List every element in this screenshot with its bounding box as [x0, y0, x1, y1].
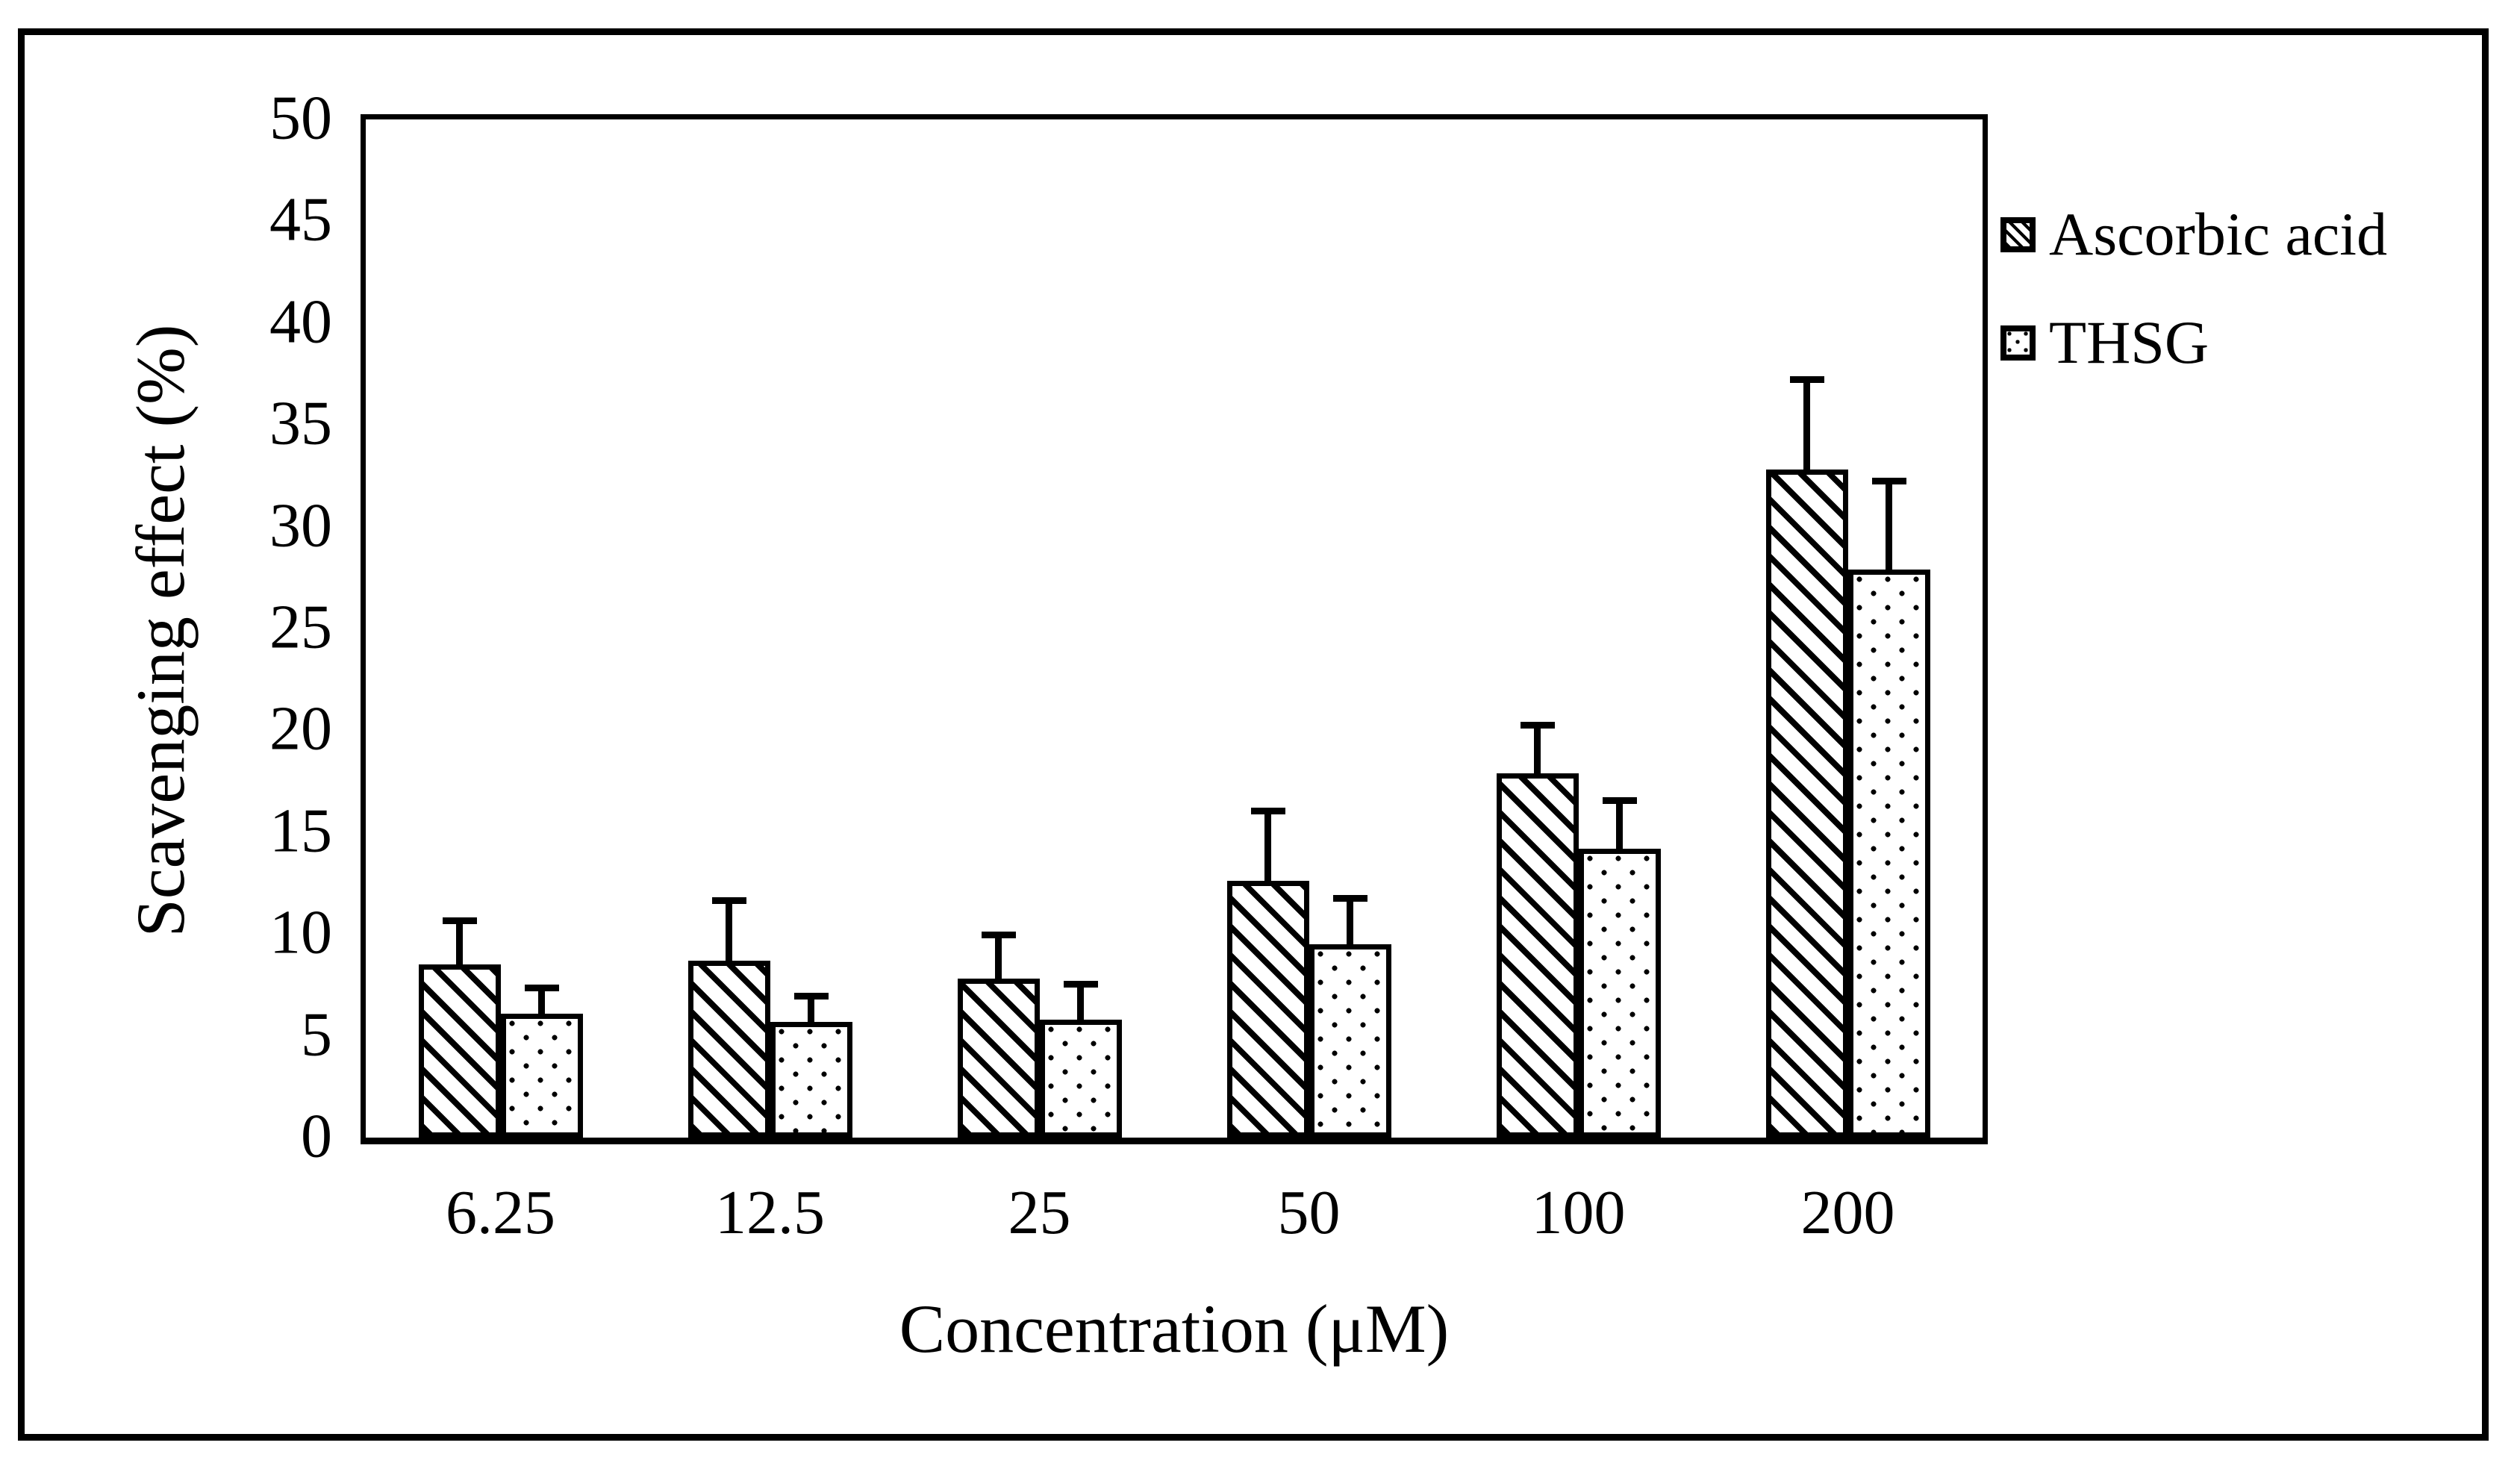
x-axis-title: Concentration (μM) — [899, 1291, 1450, 1367]
error-bar-line — [1077, 988, 1084, 1020]
bar-thsg-12.5 — [770, 1022, 852, 1138]
error-bar-line — [456, 924, 463, 964]
error-bar-line — [1347, 902, 1353, 944]
x-category-label: 25 — [1008, 1178, 1071, 1247]
y-tick-label: 40 — [269, 287, 332, 357]
error-bar-line — [726, 904, 732, 961]
error-bar-cap — [981, 932, 1016, 938]
y-tick-label: 10 — [269, 897, 332, 967]
error-bar-line — [1264, 814, 1271, 881]
y-tick-label: 25 — [269, 592, 332, 662]
dots-swatch-icon — [2000, 325, 2036, 361]
bar-ascorbic-acid-6.25 — [418, 964, 501, 1138]
error-bar-line — [808, 1000, 814, 1022]
figure-border — [18, 28, 2489, 1441]
error-bar-line — [1616, 804, 1623, 849]
y-tick-label: 0 — [301, 1101, 332, 1171]
error-bar-cap — [524, 985, 559, 991]
x-category-label: 100 — [1531, 1178, 1626, 1247]
bar-thsg-6.25 — [500, 1014, 583, 1138]
error-bar-line — [1803, 383, 1810, 470]
error-bar-line — [1886, 484, 1892, 570]
error-bar-cap — [1789, 376, 1824, 383]
error-bar-line — [1534, 729, 1541, 773]
legend-item-ascorbic-acid: Ascorbic acid — [2000, 199, 2387, 270]
error-bar-cap — [1063, 981, 1098, 988]
bar-thsg-50 — [1309, 944, 1391, 1138]
legend-label: Ascorbic acid — [2049, 200, 2388, 268]
error-bar-cap — [1520, 722, 1555, 729]
bar-thsg-100 — [1578, 849, 1661, 1138]
bar-ascorbic-acid-200 — [1765, 470, 1848, 1138]
diagonal-hatch-swatch-icon — [2000, 216, 2036, 252]
x-category-label: 50 — [1277, 1178, 1341, 1247]
x-category-label: 6.25 — [446, 1178, 555, 1247]
bars-layer — [366, 119, 1983, 1138]
plot-area — [361, 114, 1988, 1144]
bar-ascorbic-acid-25 — [957, 979, 1040, 1138]
y-tick-label: 5 — [301, 999, 332, 1069]
x-axis-category-labels: 6.25 12.5 25 50 100 200 — [366, 1179, 1983, 1262]
y-tick-label: 30 — [269, 490, 332, 560]
error-bar-cap — [442, 917, 477, 924]
y-tick-label: 50 — [269, 83, 332, 153]
bar-ascorbic-acid-12.5 — [687, 961, 770, 1138]
legend: Ascorbic acid THSG — [2000, 199, 2387, 378]
y-tick-label: 15 — [269, 796, 332, 866]
error-bar-cap — [1332, 895, 1367, 902]
y-axis-tick-labels: 0 5 10 15 20 25 30 35 40 45 50 — [175, 87, 332, 1167]
bar-thsg-200 — [1847, 570, 1930, 1138]
bar-ascorbic-acid-50 — [1226, 881, 1309, 1138]
y-tick-label: 35 — [269, 388, 332, 458]
y-tick-label: 45 — [269, 184, 332, 255]
error-bar-cap — [711, 897, 746, 904]
error-bar-cap — [793, 993, 829, 1000]
error-bar-line — [995, 938, 1002, 979]
y-tick-label: 20 — [269, 693, 332, 764]
bar-thsg-25 — [1039, 1020, 1122, 1138]
x-category-label: 200 — [1800, 1178, 1895, 1247]
error-bar-cap — [1871, 478, 1906, 484]
x-category-label: 12.5 — [715, 1178, 825, 1247]
error-bar-cap — [1602, 797, 1637, 804]
bar-ascorbic-acid-100 — [1496, 773, 1579, 1138]
error-bar-line — [538, 991, 545, 1014]
legend-label: THSG — [2049, 308, 2209, 376]
error-bar-cap — [1250, 808, 1285, 814]
legend-item-thsg: THSG — [2000, 307, 2387, 378]
